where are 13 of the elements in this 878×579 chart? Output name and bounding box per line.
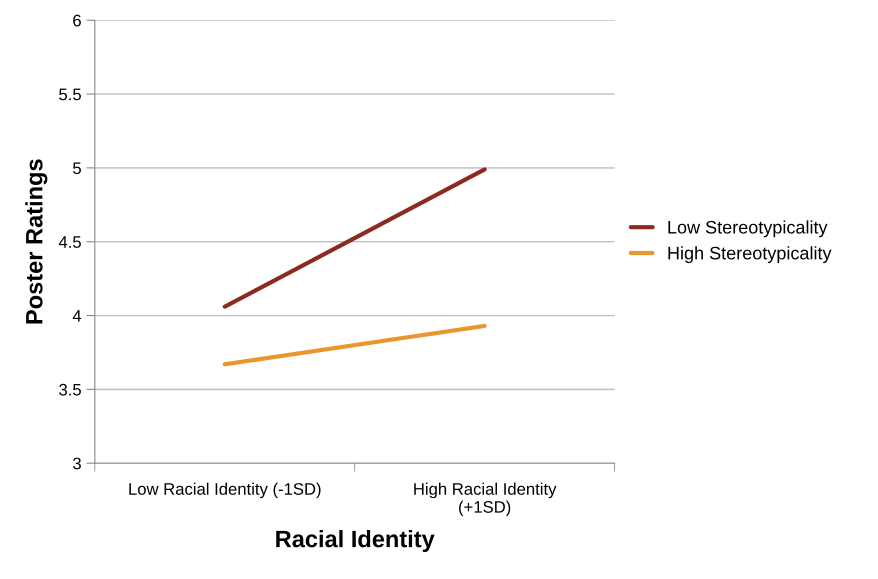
y-tick-label: 3 [72, 458, 81, 470]
y-tick-label: 6 [73, 14, 81, 26]
y-tick-label: 5 [73, 162, 81, 174]
y-tick-label: 4 [72, 310, 82, 322]
y-tick-label: 4.5 [58, 236, 81, 248]
legend-label: High Stereotypicality [668, 246, 832, 264]
x-axis-title: Racial Identity [276, 530, 435, 552]
x-tick-label: High Racial Identity (+1SD) [414, 482, 556, 516]
x-tick-label: Low Racial Identity (-1SD) [129, 482, 321, 498]
y-axis-title: Poster Ratings [25, 159, 48, 324]
y-tick-label: 5.5 [59, 88, 81, 100]
y-tick-label: 3.5 [59, 384, 81, 396]
legend-label: Low Stereotypicality [668, 220, 828, 238]
